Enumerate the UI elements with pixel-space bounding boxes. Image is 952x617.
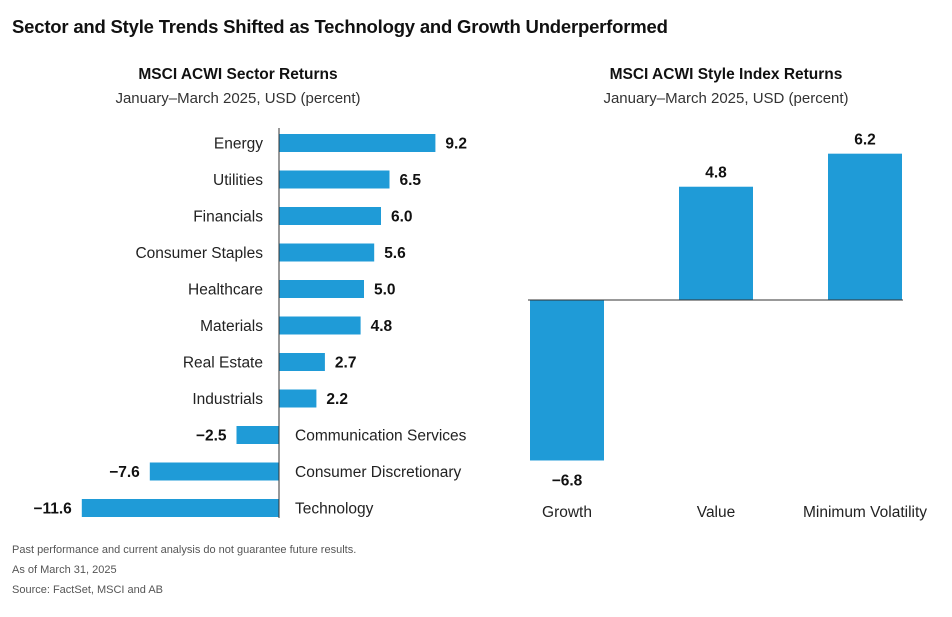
sector-bar <box>279 134 436 152</box>
sector-bar <box>81 499 279 517</box>
style-chart-subtitle: January–March 2025, USD (percent) <box>603 90 849 107</box>
sector-chart-title: MSCI ACWI Sector Returns <box>138 66 338 83</box>
sector-value-label: −7.6 <box>109 464 140 481</box>
style-bar <box>530 300 604 461</box>
sector-category-label: Technology <box>295 501 374 518</box>
sector-value-label: 2.2 <box>326 391 348 408</box>
style-value-label: 4.8 <box>705 165 727 182</box>
sector-value-label: −2.5 <box>196 428 227 445</box>
sector-value-label: 6.0 <box>391 209 413 226</box>
sector-category-label: Communication Services <box>295 428 467 445</box>
page-title: Sector and Style Trends Shifted as Techn… <box>12 16 668 37</box>
sector-value-label: 6.5 <box>400 172 422 189</box>
sector-bar <box>279 207 381 225</box>
style-value-label: −6.8 <box>552 472 583 489</box>
style-value-label: 6.2 <box>854 132 876 149</box>
style-category-label: Growth <box>542 504 592 521</box>
sector-bar <box>236 426 279 444</box>
sector-category-label: Consumer Staples <box>135 245 263 262</box>
style-chart-title: MSCI ACWI Style Index Returns <box>609 66 843 83</box>
sector-bar <box>279 389 317 408</box>
date-note: As of March 31, 2025 <box>12 564 117 576</box>
sector-category-label: Consumer Discretionary <box>295 464 461 481</box>
sector-bar <box>279 353 325 371</box>
sector-value-label: 5.6 <box>384 245 406 262</box>
style-category-label: Value <box>697 504 736 521</box>
sector-bar <box>279 243 375 262</box>
sector-category-label: Financials <box>193 209 263 226</box>
sector-value-label: 9.2 <box>445 136 467 153</box>
sector-category-label: Energy <box>214 136 263 153</box>
sector-value-label: 4.8 <box>371 318 393 335</box>
style-bar <box>679 186 753 300</box>
sector-category-label: Materials <box>200 318 263 335</box>
sector-value-label: 2.7 <box>335 355 357 372</box>
sector-bar <box>149 462 279 481</box>
sector-value-label: 5.0 <box>374 282 396 299</box>
sector-bar <box>279 280 364 298</box>
sector-chart-subtitle: January–March 2025, USD (percent) <box>115 90 361 107</box>
sector-value-label: −11.6 <box>33 501 72 518</box>
sector-category-label: Real Estate <box>183 355 263 372</box>
sector-bar <box>279 170 390 189</box>
sector-category-label: Industrials <box>192 391 263 408</box>
style-bar <box>828 153 902 300</box>
sector-category-label: Utilities <box>213 172 263 189</box>
sector-category-label: Healthcare <box>188 282 263 299</box>
style-category-label: Minimum Volatility <box>803 504 927 521</box>
source-note: Source: FactSet, MSCI and AB <box>12 584 164 596</box>
disclaimer-note: Past performance and current analysis do… <box>12 544 357 556</box>
sector-bar <box>279 316 361 335</box>
